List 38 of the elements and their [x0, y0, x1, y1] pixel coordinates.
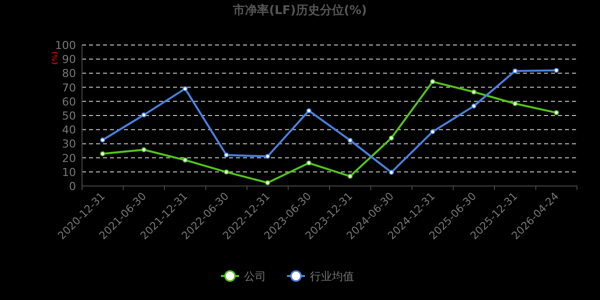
- chart-title: 市净率(LF)历史分位(%): [232, 3, 367, 17]
- y-tick-label: 50: [62, 110, 76, 122]
- point: [348, 174, 353, 179]
- point: [512, 101, 518, 106]
- point: [430, 129, 436, 134]
- point: [265, 180, 270, 186]
- y-tick-label: 80: [62, 67, 76, 80]
- point: [554, 110, 559, 116]
- point: [306, 108, 312, 114]
- point: [388, 136, 394, 141]
- point: [182, 158, 188, 163]
- point: [265, 154, 270, 159]
- point: [554, 68, 559, 73]
- point: [100, 138, 106, 143]
- y-tick-label: 0: [69, 180, 76, 193]
- point: [224, 170, 229, 175]
- point: [141, 147, 146, 152]
- y-tick-label: 100: [55, 39, 76, 52]
- point: [224, 152, 229, 158]
- legend-label: 公司: [244, 270, 266, 283]
- point: [348, 138, 353, 143]
- point: [182, 86, 188, 92]
- point: [471, 104, 476, 109]
- y-tick-label: 30: [62, 138, 76, 151]
- point: [141, 112, 146, 118]
- point: [306, 160, 312, 166]
- y-tick-label: 90: [62, 53, 76, 66]
- point: [430, 79, 436, 84]
- point: [512, 68, 518, 74]
- legend-label: 行业均值: [310, 270, 354, 283]
- y-tick-label: 10: [62, 166, 76, 179]
- point: [100, 151, 106, 156]
- y-tick-label: 40: [62, 124, 76, 137]
- y-tick-label: 20: [62, 152, 76, 165]
- point: [388, 170, 394, 175]
- y-tick-label: 70: [62, 81, 76, 94]
- point: [471, 89, 476, 94]
- y-tick-label: 60: [62, 95, 76, 108]
